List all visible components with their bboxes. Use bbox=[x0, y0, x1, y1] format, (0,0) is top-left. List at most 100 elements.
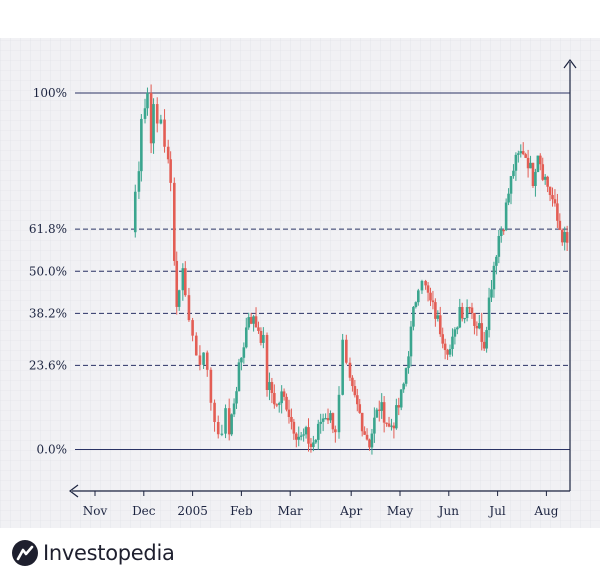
candle-body bbox=[463, 317, 466, 320]
fib-level-label-0: 100% bbox=[33, 86, 67, 100]
candle-body bbox=[290, 416, 293, 422]
candle-body bbox=[242, 347, 246, 358]
candle-body bbox=[297, 436, 301, 440]
candle-body bbox=[358, 404, 362, 413]
candle-body bbox=[140, 118, 143, 172]
x-tick-label-1: Dec bbox=[132, 504, 156, 518]
candle-body bbox=[183, 268, 187, 296]
candle-body bbox=[273, 392, 276, 405]
fib-level-label-4: 23.6% bbox=[29, 358, 67, 372]
candle-body bbox=[314, 439, 318, 443]
candle-body bbox=[553, 199, 557, 204]
candle-body bbox=[254, 316, 258, 328]
candle-body bbox=[345, 339, 348, 363]
candle-body bbox=[146, 92, 149, 109]
candle-body bbox=[363, 431, 366, 435]
candle-body bbox=[360, 412, 364, 432]
candle-body bbox=[353, 386, 357, 396]
candle-body bbox=[563, 232, 566, 243]
candle-body bbox=[431, 300, 435, 303]
candle-body bbox=[257, 327, 260, 331]
candle-body bbox=[465, 307, 469, 318]
candle-body bbox=[417, 290, 420, 303]
candle-body bbox=[209, 369, 213, 403]
fib-level-label-2: 50.0% bbox=[29, 264, 67, 278]
candle-body bbox=[216, 421, 220, 435]
candle-body bbox=[331, 413, 335, 430]
candle-body bbox=[373, 417, 376, 434]
candle-body bbox=[478, 323, 481, 329]
candle-body bbox=[473, 313, 476, 326]
candle-body bbox=[213, 402, 216, 422]
candle-body bbox=[529, 162, 532, 169]
candle-body bbox=[409, 326, 413, 357]
x-ticks: Nov Dec 2005 Feb Mar Apr May Jun Jul Aug bbox=[83, 491, 559, 518]
candle-body bbox=[351, 377, 354, 387]
axes bbox=[69, 59, 577, 498]
candle-body bbox=[137, 171, 141, 192]
candle-body bbox=[526, 157, 530, 169]
candle-body bbox=[166, 146, 170, 160]
candle-body bbox=[541, 164, 545, 180]
x-tick-label-4: Mar bbox=[278, 504, 303, 518]
candle-body bbox=[424, 280, 427, 286]
candle-body bbox=[458, 307, 462, 328]
candle-body bbox=[468, 307, 471, 309]
candle-body bbox=[438, 315, 442, 335]
candle-body bbox=[420, 280, 424, 291]
candle-body bbox=[143, 108, 147, 119]
candle-body bbox=[312, 442, 315, 448]
candle-body bbox=[380, 402, 383, 411]
y-axis-arrow bbox=[563, 59, 577, 69]
candle-body bbox=[536, 155, 540, 172]
candle-body bbox=[237, 362, 241, 392]
x-tick-label-3: Feb bbox=[230, 504, 253, 518]
x-tick-label-9: Aug bbox=[533, 504, 558, 518]
candle-body bbox=[191, 320, 194, 336]
candle-body bbox=[365, 434, 369, 440]
candle-body bbox=[460, 307, 464, 319]
candle-body bbox=[512, 170, 515, 177]
candle-body bbox=[275, 404, 279, 406]
candle-body bbox=[482, 341, 486, 349]
candle-body bbox=[295, 433, 298, 440]
x-tick-label-7: Jun bbox=[437, 504, 460, 518]
candle-body bbox=[524, 154, 527, 158]
candle-body bbox=[429, 292, 432, 301]
candle-body bbox=[492, 265, 496, 290]
candle-body bbox=[244, 327, 248, 348]
candles bbox=[133, 84, 569, 455]
candle-body bbox=[292, 421, 296, 434]
candle-body bbox=[502, 229, 505, 232]
candle-body bbox=[402, 383, 405, 390]
grid bbox=[0, 38, 600, 528]
candle-body bbox=[304, 427, 308, 435]
candle-body bbox=[299, 435, 303, 437]
x-tick-label-6: May bbox=[387, 504, 413, 518]
candle-body bbox=[490, 289, 493, 298]
fib-level-label-5: 0.0% bbox=[37, 443, 68, 457]
candle-body bbox=[163, 119, 166, 147]
candle-body bbox=[534, 171, 537, 186]
candle-body bbox=[543, 176, 547, 180]
candle-body bbox=[277, 403, 281, 405]
candle-body bbox=[240, 357, 243, 363]
candle-body bbox=[377, 409, 381, 411]
fib-levels: 100% 61.8% 50.0% 38.2% 23.6% 0.0% bbox=[29, 86, 570, 457]
candle-body bbox=[434, 302, 437, 319]
candle-body bbox=[282, 391, 286, 397]
candle-body bbox=[441, 334, 444, 344]
x-tick-label-8: Jul bbox=[487, 504, 506, 518]
candle-body bbox=[194, 335, 198, 356]
candle-body bbox=[551, 195, 554, 200]
candle-body bbox=[337, 394, 341, 433]
candle-body bbox=[169, 159, 172, 183]
candle-body bbox=[507, 193, 510, 203]
candle-body bbox=[324, 418, 327, 420]
candle-body bbox=[397, 405, 401, 408]
candle-body bbox=[187, 295, 191, 321]
candle-body bbox=[232, 403, 236, 415]
candle-body bbox=[149, 92, 153, 144]
